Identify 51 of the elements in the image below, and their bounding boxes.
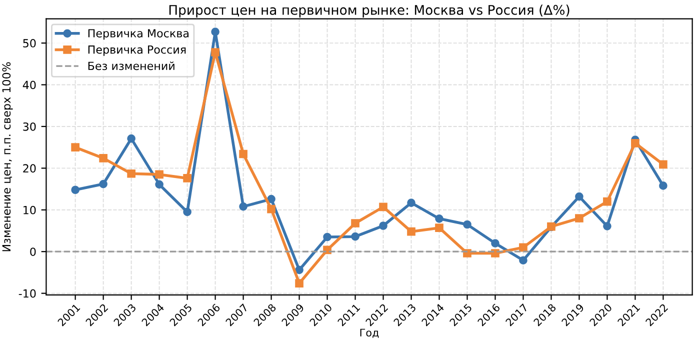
point bbox=[379, 202, 388, 212]
point bbox=[155, 180, 164, 189]
point bbox=[239, 202, 248, 211]
point bbox=[575, 192, 584, 201]
point bbox=[239, 150, 248, 158]
point bbox=[211, 28, 220, 36]
point bbox=[183, 174, 192, 182]
point bbox=[603, 222, 612, 230]
chart-title: Прирост цен на первичном рынке: Москва vs Россия (Δ%) bbox=[169, 4, 570, 18]
point bbox=[435, 214, 444, 223]
point bbox=[71, 143, 80, 152]
legend-label: Без изменений bbox=[88, 62, 174, 70]
point bbox=[99, 180, 108, 188]
x-axis-title: Год bbox=[360, 328, 379, 338]
point bbox=[211, 48, 220, 56]
y-tick-label: 10 bbox=[24, 206, 36, 214]
point bbox=[351, 232, 360, 241]
point bbox=[519, 243, 528, 252]
point bbox=[631, 138, 640, 148]
point bbox=[351, 219, 360, 228]
y-axis-title: Изменение цен, п.п. сверх 100% bbox=[2, 62, 13, 252]
point bbox=[155, 170, 164, 179]
point bbox=[99, 154, 108, 162]
point bbox=[659, 182, 668, 190]
y-tick-label: 0 bbox=[30, 248, 36, 256]
y-tick-label: 50 bbox=[23, 39, 36, 48]
point bbox=[295, 266, 304, 274]
point bbox=[463, 220, 472, 229]
point bbox=[491, 239, 500, 248]
point bbox=[379, 222, 388, 230]
point bbox=[407, 227, 416, 236]
point bbox=[407, 198, 416, 207]
y-tick-label: 30 bbox=[23, 122, 36, 131]
point bbox=[659, 160, 668, 169]
point bbox=[267, 194, 276, 204]
y-tick-label: -10 bbox=[18, 289, 36, 298]
point bbox=[519, 256, 528, 265]
point bbox=[183, 208, 192, 216]
y-tick-label: 40 bbox=[22, 80, 36, 90]
point bbox=[295, 279, 304, 288]
point bbox=[71, 186, 80, 194]
point bbox=[603, 197, 612, 206]
point bbox=[127, 134, 136, 143]
y-tick-label: 20 bbox=[23, 164, 36, 173]
point bbox=[267, 204, 276, 214]
point bbox=[575, 214, 584, 222]
point bbox=[127, 169, 136, 178]
point bbox=[323, 232, 332, 242]
point bbox=[435, 224, 444, 232]
legend-label: Первичка Москва bbox=[88, 29, 188, 40]
legend-label: Первичка Россия bbox=[88, 46, 186, 56]
